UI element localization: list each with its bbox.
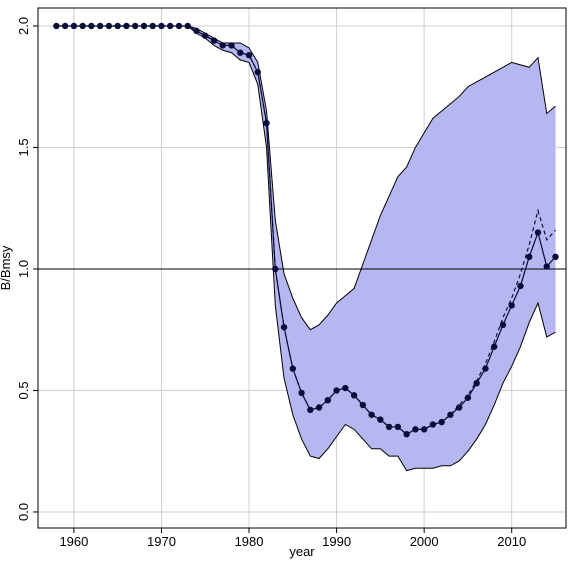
plot-frame bbox=[37, 7, 567, 529]
data-point bbox=[447, 411, 454, 418]
data-point bbox=[420, 426, 428, 433]
data-point bbox=[534, 229, 542, 236]
data-point bbox=[438, 418, 445, 426]
data-point bbox=[350, 392, 358, 399]
data-point bbox=[193, 27, 200, 35]
data-point bbox=[184, 22, 191, 30]
x-tick-label: 2010 bbox=[497, 534, 526, 549]
y-tick-label: 0.0 bbox=[16, 503, 31, 521]
data-point bbox=[114, 22, 121, 30]
series-line bbox=[56, 25, 556, 435]
data-point bbox=[543, 263, 550, 270]
data-point bbox=[202, 32, 209, 39]
data-point bbox=[552, 253, 559, 261]
data-point bbox=[289, 365, 297, 372]
data-point bbox=[88, 22, 95, 30]
x-tick-label: 1980 bbox=[235, 534, 264, 549]
data-point bbox=[149, 22, 156, 30]
confidence-band bbox=[56, 25, 556, 471]
data-point bbox=[105, 22, 113, 30]
data-point bbox=[403, 431, 410, 438]
data-point bbox=[219, 42, 226, 49]
x-tick-label: 1990 bbox=[322, 534, 351, 549]
data-point bbox=[429, 421, 437, 428]
x-tick-label: 1960 bbox=[59, 534, 88, 549]
data-point bbox=[298, 389, 305, 397]
data-point bbox=[131, 22, 139, 30]
data-point bbox=[79, 22, 86, 30]
data-point bbox=[53, 22, 60, 30]
y-tick-label: 1.0 bbox=[16, 260, 31, 278]
data-point bbox=[123, 22, 130, 30]
data-point bbox=[245, 51, 253, 59]
data-point bbox=[455, 404, 463, 411]
y-tick-label: 1.5 bbox=[16, 138, 31, 156]
data-point bbox=[412, 426, 419, 433]
y-tick-label: 2.0 bbox=[16, 17, 31, 35]
x-tick-label: 2000 bbox=[410, 534, 439, 549]
data-point bbox=[96, 22, 104, 30]
data-point bbox=[499, 321, 507, 329]
data-point bbox=[307, 406, 314, 414]
data-point bbox=[377, 416, 384, 423]
data-point bbox=[280, 324, 288, 331]
data-point bbox=[526, 253, 533, 261]
data-point bbox=[517, 282, 524, 290]
data-point bbox=[394, 423, 402, 431]
data-point bbox=[490, 343, 498, 350]
data-point bbox=[237, 49, 244, 56]
data-point bbox=[508, 302, 515, 309]
x-tick-label: 1970 bbox=[147, 534, 176, 549]
data-point bbox=[315, 404, 323, 411]
data-point bbox=[158, 22, 165, 30]
data-point bbox=[324, 396, 332, 404]
data-point bbox=[368, 411, 375, 418]
data-point bbox=[272, 265, 279, 273]
y-tick-label: 0.5 bbox=[16, 381, 31, 399]
data-point bbox=[70, 22, 78, 30]
data-point bbox=[385, 423, 393, 431]
data-point bbox=[464, 394, 472, 401]
x-axis-label: year bbox=[289, 544, 315, 559]
y-axis-label: B/Bmsy bbox=[0, 245, 13, 290]
data-point bbox=[167, 22, 174, 30]
data-point bbox=[61, 22, 69, 30]
data-point bbox=[482, 365, 489, 372]
data-point bbox=[254, 68, 261, 76]
data-point bbox=[359, 401, 367, 409]
data-point bbox=[175, 22, 183, 30]
data-point bbox=[342, 384, 349, 392]
data-point bbox=[140, 22, 148, 30]
data-point bbox=[210, 37, 218, 44]
data-point bbox=[473, 379, 480, 387]
data-point bbox=[263, 119, 270, 127]
data-point bbox=[228, 42, 235, 49]
data-point bbox=[333, 387, 340, 394]
